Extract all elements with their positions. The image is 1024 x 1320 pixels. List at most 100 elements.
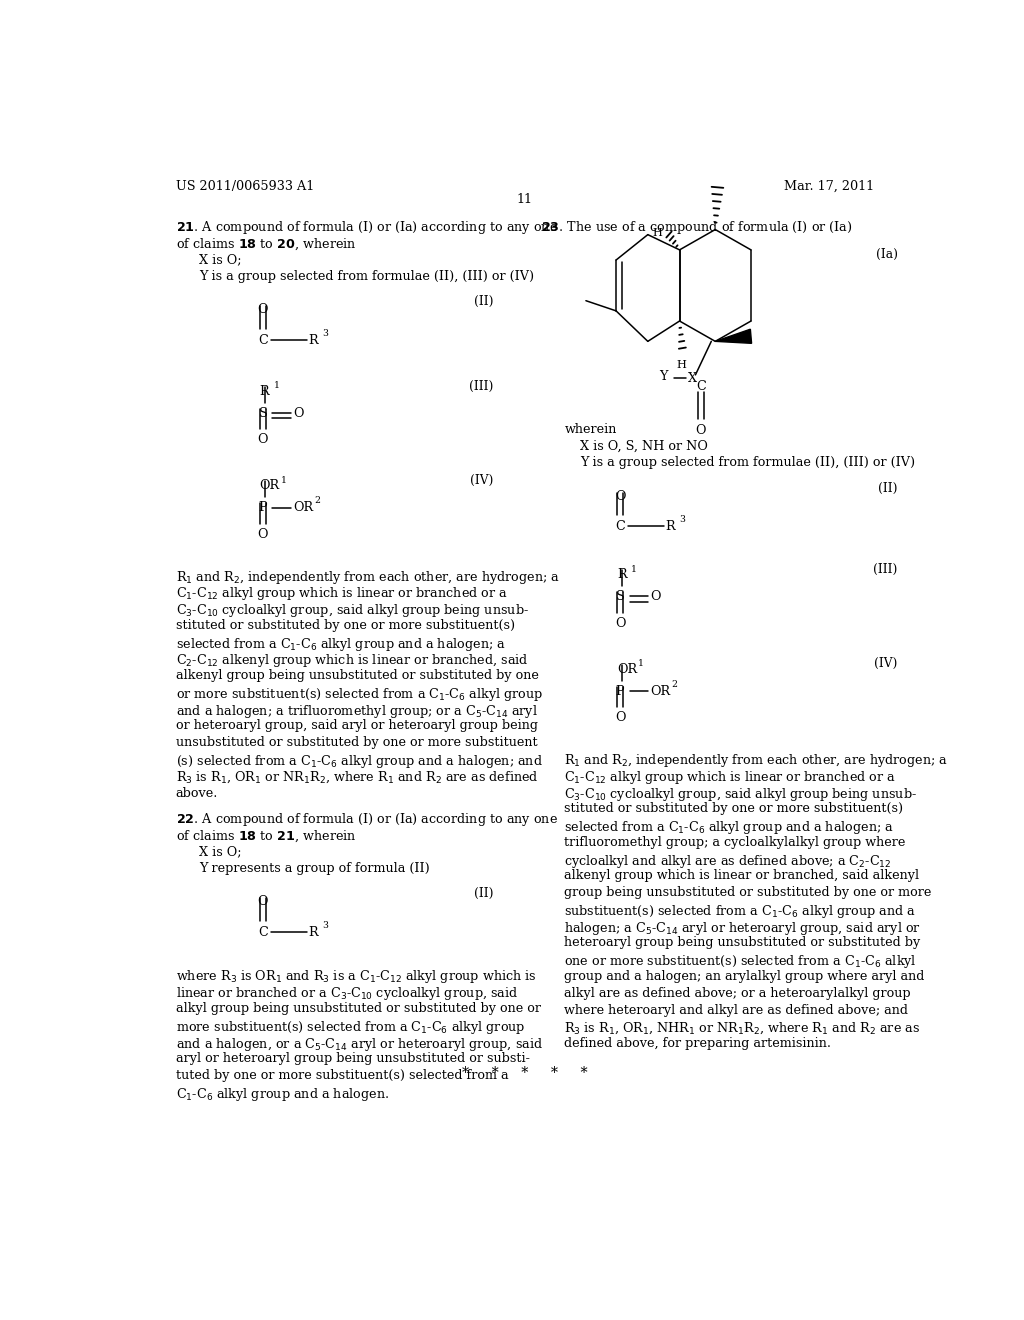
Text: where R$_3$ is OR$_1$ and R$_3$ is a C$_1$-C$_{12}$ alkyl group which is: where R$_3$ is OR$_1$ and R$_3$ is a C$_… <box>176 969 537 986</box>
Text: O: O <box>650 590 660 603</box>
Text: O: O <box>258 895 268 908</box>
Text: group and a halogen; an arylalkyl group where aryl and: group and a halogen; an arylalkyl group … <box>564 970 925 983</box>
Text: X is O, S, NH or NO: X is O, S, NH or NO <box>581 440 709 453</box>
Text: O: O <box>614 490 626 503</box>
Text: substituent(s) selected from a C$_1$-C$_6$ alkyl group and a: substituent(s) selected from a C$_1$-C$_… <box>564 903 916 920</box>
Text: Y is a group selected from formulae (II), (III) or (IV): Y is a group selected from formulae (II)… <box>200 269 535 282</box>
Text: O: O <box>258 304 268 317</box>
Text: H: H <box>676 359 686 370</box>
Text: O: O <box>614 616 626 630</box>
Text: cycloalkyl and alkyl are as defined above; a C$_2$-C$_{12}$: cycloalkyl and alkyl are as defined abov… <box>564 853 892 870</box>
Text: C: C <box>696 380 706 393</box>
Text: OR: OR <box>616 663 637 676</box>
Text: 3: 3 <box>323 329 329 338</box>
Text: X: X <box>687 372 696 385</box>
Text: defined above, for preparing artemisinin.: defined above, for preparing artemisinin… <box>564 1038 831 1051</box>
Text: $\mathbf{21}$. A compound of formula (I) or (Ia) according to any one: $\mathbf{21}$. A compound of formula (I)… <box>176 219 558 236</box>
Text: R$_1$ and R$_2$, independently from each other, are hydrogen; a: R$_1$ and R$_2$, independently from each… <box>564 752 948 770</box>
Text: H: H <box>652 227 663 238</box>
Text: (II): (II) <box>879 482 898 495</box>
Text: (II): (II) <box>473 887 494 900</box>
Text: (III): (III) <box>873 562 898 576</box>
Text: X is O;: X is O; <box>200 845 242 858</box>
Text: 11: 11 <box>517 193 532 206</box>
Text: and a halogen; a trifluoromethyl group; or a C$_5$-C$_{14}$ aryl: and a halogen; a trifluoromethyl group; … <box>176 702 538 719</box>
Text: R: R <box>308 925 317 939</box>
Text: C$_3$-C$_{10}$ cycloalkyl group, said alkyl group being unsub-: C$_3$-C$_{10}$ cycloalkyl group, said al… <box>176 602 528 619</box>
Text: (Ia): (Ia) <box>876 248 898 261</box>
Text: Mar. 17, 2011: Mar. 17, 2011 <box>783 180 873 193</box>
Text: or heteroaryl group, said aryl or heteroaryl group being: or heteroaryl group, said aryl or hetero… <box>176 719 538 733</box>
Text: stituted or substituted by one or more substituent(s): stituted or substituted by one or more s… <box>176 619 515 632</box>
Text: linear or branched or a C$_3$-C$_{10}$ cycloalkyl group, said: linear or branched or a C$_3$-C$_{10}$ c… <box>176 985 518 1002</box>
Text: 1: 1 <box>638 660 643 668</box>
Text: $\mathbf{22}$. A compound of formula (I) or (Ia) according to any one: $\mathbf{22}$. A compound of formula (I)… <box>176 812 558 829</box>
Text: alkyl group being unsubstituted or substituted by one or: alkyl group being unsubstituted or subst… <box>176 1002 541 1015</box>
Text: more substituent(s) selected from a C$_1$-C$_6$ alkyl group: more substituent(s) selected from a C$_1… <box>176 1019 525 1036</box>
Text: heteroaryl group being unsubstituted or substituted by: heteroaryl group being unsubstituted or … <box>564 936 921 949</box>
Text: Y is a group selected from formulae (II), (III) or (IV): Y is a group selected from formulae (II)… <box>581 457 915 469</box>
Text: (IV): (IV) <box>470 474 494 487</box>
Text: C$_1$-C$_6$ alkyl group and a halogen.: C$_1$-C$_6$ alkyl group and a halogen. <box>176 1086 389 1104</box>
Text: unsubstituted or substituted by one or more substituent: unsubstituted or substituted by one or m… <box>176 737 538 750</box>
Text: R$_1$ and R$_2$, independently from each other, are hydrogen; a: R$_1$ and R$_2$, independently from each… <box>176 569 560 586</box>
Text: selected from a C$_1$-C$_6$ alkyl group and a halogen; a: selected from a C$_1$-C$_6$ alkyl group … <box>176 636 506 652</box>
Text: trifluoromethyl group; a cycloalkylalkyl group where: trifluoromethyl group; a cycloalkylalkyl… <box>564 836 906 849</box>
Text: and a halogen, or a C$_5$-C$_{14}$ aryl or heteroaryl group, said: and a halogen, or a C$_5$-C$_{14}$ aryl … <box>176 1036 543 1052</box>
Text: S: S <box>615 590 625 603</box>
Text: R: R <box>260 384 269 397</box>
Text: stituted or substituted by one or more substituent(s): stituted or substituted by one or more s… <box>564 803 903 816</box>
Text: 1: 1 <box>631 565 637 574</box>
Text: P: P <box>615 685 625 698</box>
Text: C: C <box>258 334 268 347</box>
Text: C$_1$-C$_{12}$ alkyl group which is linear or branched or a: C$_1$-C$_{12}$ alkyl group which is line… <box>564 768 896 785</box>
Text: S: S <box>258 407 267 420</box>
Text: C: C <box>258 925 268 939</box>
Text: C$_2$-C$_{12}$ alkenyl group which is linear or branched, said: C$_2$-C$_{12}$ alkenyl group which is li… <box>176 652 528 669</box>
Text: aryl or heteroaryl group being unsubstituted or substi-: aryl or heteroaryl group being unsubstit… <box>176 1052 529 1065</box>
Text: 1: 1 <box>281 477 287 484</box>
Text: halogen; a C$_5$-C$_{14}$ aryl or heteroaryl group, said aryl or: halogen; a C$_5$-C$_{14}$ aryl or hetero… <box>564 920 922 937</box>
Text: 1: 1 <box>274 381 280 391</box>
Text: R$_3$ is R$_1$, OR$_1$ or NR$_1$R$_2$, where R$_1$ and R$_2$ are as defined: R$_3$ is R$_1$, OR$_1$ or NR$_1$R$_2$, w… <box>176 770 539 785</box>
Text: (III): (III) <box>469 379 494 392</box>
Text: R: R <box>616 568 627 581</box>
Text: O: O <box>258 433 268 446</box>
Text: O: O <box>258 528 268 541</box>
Text: where heteroaryl and alkyl are as defined above; and: where heteroaryl and alkyl are as define… <box>564 1003 908 1016</box>
Text: P: P <box>259 502 267 515</box>
Text: US 2011/0065933 A1: US 2011/0065933 A1 <box>176 180 314 193</box>
Text: alkenyl group which is linear or branched, said alkenyl: alkenyl group which is linear or branche… <box>564 870 920 882</box>
Text: OR: OR <box>260 479 280 492</box>
Text: C$_3$-C$_{10}$ cycloalkyl group, said alkyl group being unsub-: C$_3$-C$_{10}$ cycloalkyl group, said al… <box>564 785 918 803</box>
Text: O: O <box>614 711 626 725</box>
Text: O: O <box>293 407 303 420</box>
Text: (s) selected from a C$_1$-C$_6$ alkyl group and a halogen; and: (s) selected from a C$_1$-C$_6$ alkyl gr… <box>176 752 543 770</box>
Text: (IV): (IV) <box>874 657 898 671</box>
Text: *     *     *     *     *: * * * * * <box>462 1067 588 1080</box>
Text: of claims $\mathbf{18}$ to $\mathbf{20}$, wherein: of claims $\mathbf{18}$ to $\mathbf{20}$… <box>176 236 356 252</box>
Text: of claims $\mathbf{18}$ to $\mathbf{21}$, wherein: of claims $\mathbf{18}$ to $\mathbf{21}$… <box>176 828 356 843</box>
Text: R: R <box>666 520 675 533</box>
Text: OR: OR <box>650 685 671 698</box>
Text: one or more substituent(s) selected from a C$_1$-C$_6$ alkyl: one or more substituent(s) selected from… <box>564 953 918 970</box>
Text: C$_1$-C$_{12}$ alkyl group which is linear or branched or a: C$_1$-C$_{12}$ alkyl group which is line… <box>176 585 508 602</box>
Text: group being unsubstituted or substituted by one or more: group being unsubstituted or substituted… <box>564 886 932 899</box>
Text: 3: 3 <box>680 515 685 524</box>
Text: 3: 3 <box>323 921 329 929</box>
Text: $\mathbf{23}$. The use of a compound of formula (I) or (Ia): $\mathbf{23}$. The use of a compound of … <box>541 219 852 236</box>
Text: Y: Y <box>659 370 668 383</box>
Text: alkenyl group being unsubstituted or substituted by one: alkenyl group being unsubstituted or sub… <box>176 669 539 682</box>
Text: (II): (II) <box>473 296 494 308</box>
Text: or more substituent(s) selected from a C$_1$-C$_6$ alkyl group: or more substituent(s) selected from a C… <box>176 686 543 704</box>
Text: tuted by one or more substituent(s) selected from a: tuted by one or more substituent(s) sele… <box>176 1069 508 1082</box>
Text: selected from a C$_1$-C$_6$ alkyl group and a halogen; a: selected from a C$_1$-C$_6$ alkyl group … <box>564 820 895 836</box>
Text: R: R <box>308 334 317 347</box>
Text: Y represents a group of formula (II): Y represents a group of formula (II) <box>200 862 430 875</box>
Polygon shape <box>715 329 752 343</box>
Text: above.: above. <box>176 787 218 800</box>
Text: X is O;: X is O; <box>200 253 242 265</box>
Text: OR: OR <box>293 502 313 515</box>
Text: 2: 2 <box>314 496 321 506</box>
Text: O: O <box>695 424 707 437</box>
